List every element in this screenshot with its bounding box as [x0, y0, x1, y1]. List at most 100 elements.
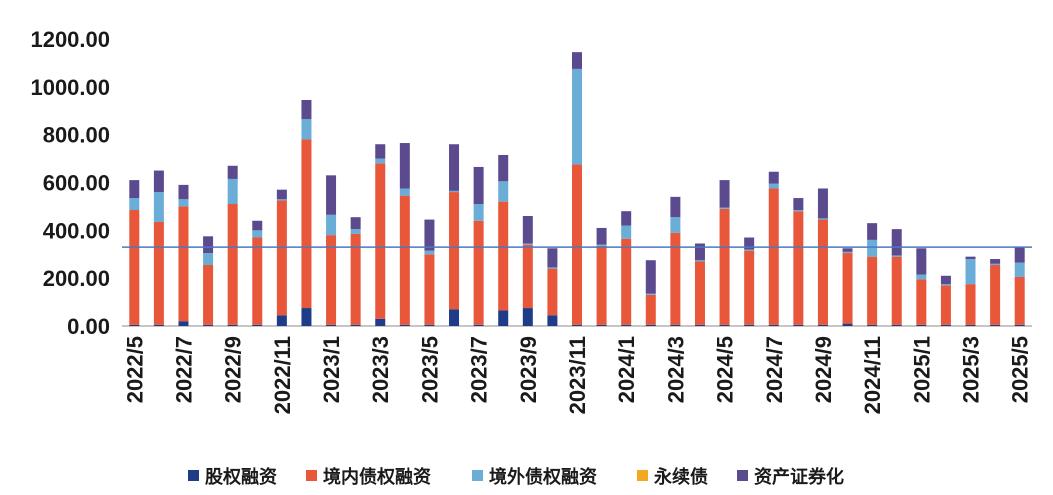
bar-segment [129, 180, 140, 199]
y-tick-label: 1200.00 [30, 27, 110, 52]
bar-segment [768, 171, 779, 184]
bar-segment [301, 99, 312, 120]
bar-segment [498, 310, 509, 326]
x-tick-label: 2025/1 [909, 336, 934, 403]
bar-segment [350, 324, 361, 326]
bar-segment [694, 260, 705, 262]
x-tick-label: 2022/5 [122, 336, 147, 403]
legend-label: 境外债权融资 [489, 466, 597, 488]
bar-segment [670, 232, 681, 325]
bar-segment [301, 139, 312, 309]
bar-segment [916, 279, 927, 325]
x-tick-label: 2024/7 [762, 336, 787, 403]
bar-segment [399, 324, 410, 326]
bar-segment [670, 217, 681, 233]
bar-segment [744, 250, 755, 325]
bar-segment [227, 178, 238, 205]
legend: 股权融资 境内债权融资 境外债权融资 永续债 资产证券化 [188, 466, 844, 488]
bar-segment [670, 324, 681, 326]
bar-segment [203, 253, 214, 266]
bar-segment [891, 324, 902, 326]
bar-segment [621, 211, 632, 226]
bar-segment [670, 196, 681, 218]
bar-segment [621, 225, 632, 239]
bar-segment [965, 259, 976, 285]
x-tick-label: 2025/5 [1008, 336, 1033, 403]
bar-segment [375, 144, 386, 159]
x-tick-label: 2022/11 [270, 336, 295, 414]
bar-segment [817, 219, 828, 325]
bar-segment [891, 256, 902, 325]
x-tick-label: 2024/9 [811, 336, 836, 403]
bar-segment [572, 164, 582, 325]
bar-segment [227, 324, 238, 326]
legend-label: 境内债权融资 [323, 466, 431, 488]
bar-segment [522, 244, 533, 309]
bar-segment [867, 239, 878, 257]
bar-segment [547, 315, 558, 326]
bar-segment [473, 220, 484, 325]
bar-segment [498, 154, 509, 182]
bar-segment [572, 52, 582, 69]
bar-segment [449, 309, 460, 326]
x-tick-label: 2023/1 [319, 336, 344, 403]
bar-segment [916, 324, 927, 326]
bar-segment [252, 324, 263, 326]
bar-segment [178, 206, 189, 322]
bar-segment [153, 324, 164, 326]
bar-segment [694, 243, 705, 261]
legend-label: 资产证券化 [754, 466, 844, 488]
bar-segment [1014, 324, 1025, 326]
bar-segment [817, 218, 828, 220]
x-tick-label: 2022/9 [221, 336, 246, 403]
bar-segment [227, 165, 238, 179]
bar-segment [473, 166, 484, 205]
bar-segment [621, 324, 632, 326]
x-tick-label: 2023/3 [368, 336, 393, 403]
bar-segment [842, 248, 853, 252]
bar-segment [867, 256, 878, 325]
y-axis: 0.00 200.00 400.00 600.00 800.00 1000.00 1200.… [30, 27, 110, 339]
bar-segment [867, 324, 878, 326]
bar-segment [572, 324, 582, 326]
bar-segment [449, 144, 460, 191]
bars [129, 52, 1025, 326]
bar-segment [547, 268, 558, 316]
bar-segment [449, 190, 460, 193]
bar-segment [178, 199, 189, 207]
bar-segment [744, 237, 755, 250]
bar-segment [326, 235, 337, 325]
bar-segment [990, 263, 1001, 266]
y-tick-label: 200.00 [43, 266, 110, 291]
bar-segment [252, 237, 263, 325]
bar-segment [375, 158, 386, 164]
bar-segment [350, 217, 361, 230]
legend-swatch [306, 470, 317, 481]
bar-segment [694, 261, 705, 325]
bar-segment [817, 324, 828, 326]
bar-segment [547, 248, 558, 268]
x-tick-label: 2024/11 [860, 336, 885, 414]
bar-segment [572, 68, 582, 165]
bar-segment [842, 251, 853, 254]
bar-segment [596, 324, 607, 326]
bar-segment [424, 250, 435, 255]
legend-swatch [737, 470, 748, 481]
bar-segment [990, 265, 1001, 325]
bar-segment [276, 199, 287, 201]
bar-segment [645, 260, 656, 294]
bar-segment [916, 274, 927, 280]
bar-segment [276, 189, 287, 200]
bar-segment [178, 184, 189, 200]
bar-segment [350, 233, 361, 325]
bar-segment [399, 188, 410, 196]
bar-segment [153, 192, 164, 222]
bar-segment [719, 324, 730, 326]
bar-segment [891, 229, 902, 256]
y-tick-label: 400.00 [43, 218, 110, 243]
legend-swatch [472, 470, 483, 481]
bar-segment [449, 192, 460, 310]
bar-segment [424, 324, 435, 326]
bar-segment [842, 253, 853, 324]
